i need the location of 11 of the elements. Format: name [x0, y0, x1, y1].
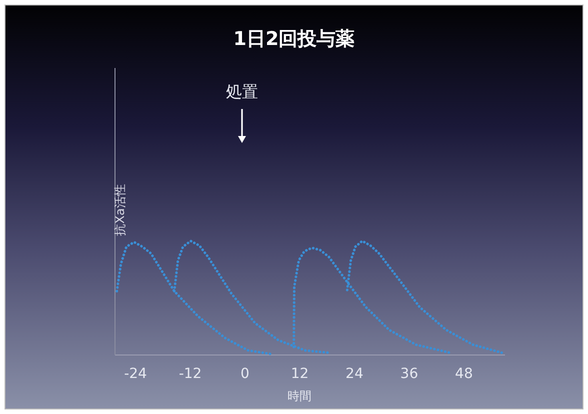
- x-axis-title: 時間: [288, 389, 312, 403]
- text: 処置: [226, 82, 258, 101]
- x-tick-label: -12: [178, 366, 202, 382]
- x-tick-label: 24: [346, 366, 364, 382]
- x-tick-label: 0: [240, 366, 250, 382]
- x-tick-label: 36: [400, 366, 418, 382]
- y-axis-title: 抗Xa活性: [113, 184, 127, 236]
- x-tick-label: 48: [455, 366, 473, 382]
- x-tick-label: -24: [124, 366, 148, 382]
- chart-title: 1日2回投与薬: [233, 28, 355, 50]
- x-tick-label: 12: [290, 366, 309, 382]
